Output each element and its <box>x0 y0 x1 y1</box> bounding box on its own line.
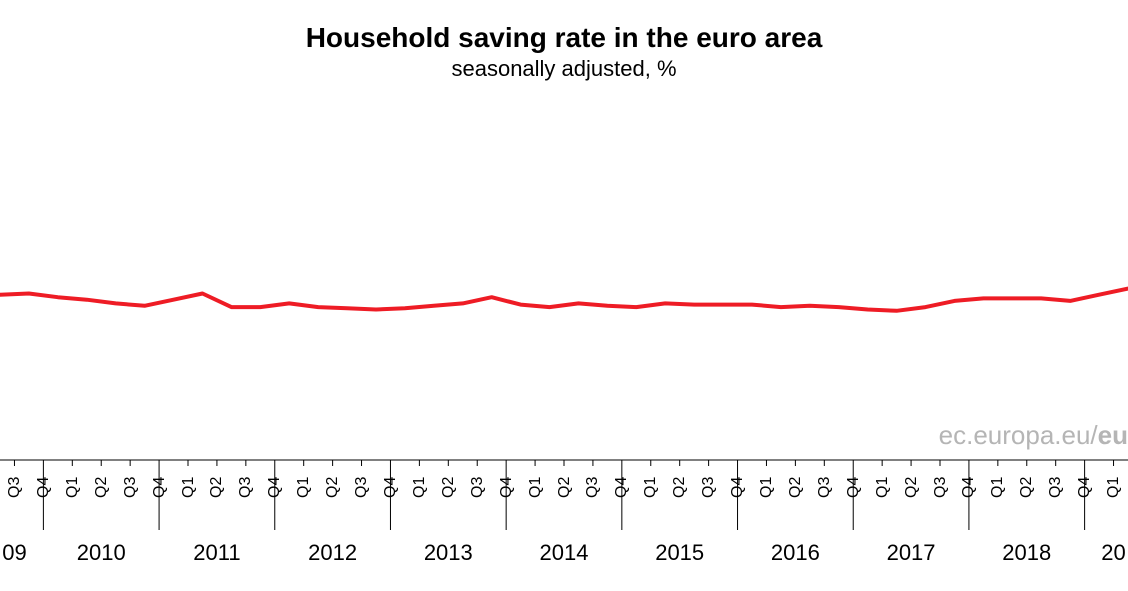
x-tick-quarter: Q3 <box>353 477 371 498</box>
x-tick-quarter: Q4 <box>845 477 863 498</box>
x-tick-year: 2013 <box>424 540 473 566</box>
x-tick-quarter: Q3 <box>816 477 834 498</box>
chart-plot-svg <box>0 0 1128 591</box>
x-tick-quarter: Q2 <box>324 477 342 498</box>
x-tick-quarter: Q4 <box>498 477 516 498</box>
x-tick-quarter: Q1 <box>874 477 892 498</box>
x-tick-quarter: Q1 <box>989 477 1007 498</box>
x-tick-year: 2017 <box>887 540 936 566</box>
watermark-plain: ec.europa.eu/ <box>939 420 1098 450</box>
x-tick-quarter: Q2 <box>903 477 921 498</box>
x-tick-quarter: Q3 <box>469 477 487 498</box>
x-tick-year: 09 <box>2 540 26 566</box>
x-tick-quarter: Q3 <box>237 477 255 498</box>
x-tick-quarter: Q3 <box>700 477 718 498</box>
x-tick-quarter: Q4 <box>382 477 400 498</box>
source-watermark: ec.europa.eu/eu <box>939 420 1128 451</box>
x-tick-year: 2014 <box>540 540 589 566</box>
x-tick-quarter: Q1 <box>295 477 313 498</box>
x-tick-quarter: Q4 <box>1076 477 1094 498</box>
x-tick-quarter: Q4 <box>613 477 631 498</box>
x-tick-year: 20 <box>1101 540 1125 566</box>
x-tick-year: 2012 <box>308 540 357 566</box>
x-tick-quarter: Q4 <box>729 477 747 498</box>
x-tick-quarter: Q2 <box>208 477 226 498</box>
x-tick-quarter: Q3 <box>1047 477 1065 498</box>
series-line <box>0 278 1128 311</box>
x-tick-quarter: Q1 <box>642 477 660 498</box>
x-tick-quarter: Q1 <box>758 477 776 498</box>
x-tick-quarter: Q1 <box>411 477 429 498</box>
x-tick-year: 2011 <box>193 540 240 566</box>
x-tick-quarter: Q1 <box>64 477 82 498</box>
x-tick-quarter: Q4 <box>35 477 53 498</box>
x-tick-quarter: Q3 <box>932 477 950 498</box>
x-tick-quarter: Q3 <box>122 477 140 498</box>
x-tick-year: 2018 <box>1002 540 1051 566</box>
x-tick-quarter: Q4 <box>266 477 284 498</box>
x-tick-year: 2016 <box>771 540 820 566</box>
x-tick-quarter: Q4 <box>151 477 169 498</box>
x-tick-quarter: Q3 <box>6 477 24 498</box>
x-tick-quarter: Q4 <box>960 477 978 498</box>
watermark-bold: eu <box>1098 420 1128 450</box>
x-tick-quarter: Q2 <box>93 477 111 498</box>
x-tick-quarter: Q2 <box>440 477 458 498</box>
x-tick-year: 2015 <box>655 540 704 566</box>
chart-container: Household saving rate in the euro area s… <box>0 0 1128 591</box>
x-tick-quarter: Q2 <box>556 477 574 498</box>
x-tick-quarter: Q2 <box>671 477 689 498</box>
x-tick-quarter: Q1 <box>527 477 545 498</box>
x-tick-year: 2010 <box>77 540 126 566</box>
x-tick-quarter: Q2 <box>1018 477 1036 498</box>
x-tick-quarter: Q1 <box>1105 477 1123 498</box>
x-tick-quarter: Q1 <box>180 477 198 498</box>
x-tick-quarter: Q2 <box>787 477 805 498</box>
x-tick-quarter: Q3 <box>584 477 602 498</box>
